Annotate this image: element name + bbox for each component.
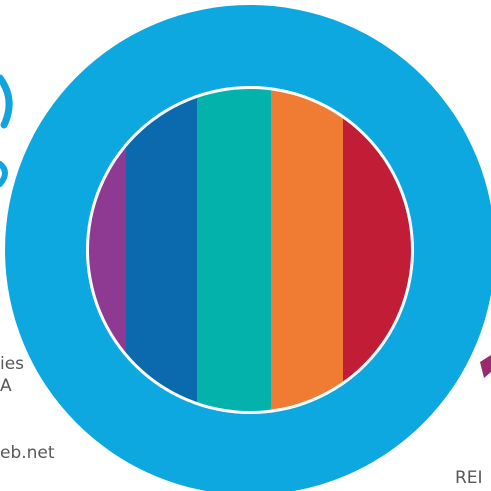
stripe-dark-blue (126, 89, 198, 411)
stripe-orange (271, 89, 344, 411)
edge-text-left-top: ies (0, 354, 25, 374)
edge-text-bottom-right: REI (455, 468, 483, 488)
partial-glyph-left (0, 74, 13, 129)
edge-text-left-bottom: A (0, 376, 12, 396)
stripe-teal (197, 89, 272, 411)
edge-text-bottom-left: eb.net (0, 443, 55, 463)
partial-mark-right (480, 355, 491, 378)
partial-glyph-left-small (0, 161, 8, 187)
